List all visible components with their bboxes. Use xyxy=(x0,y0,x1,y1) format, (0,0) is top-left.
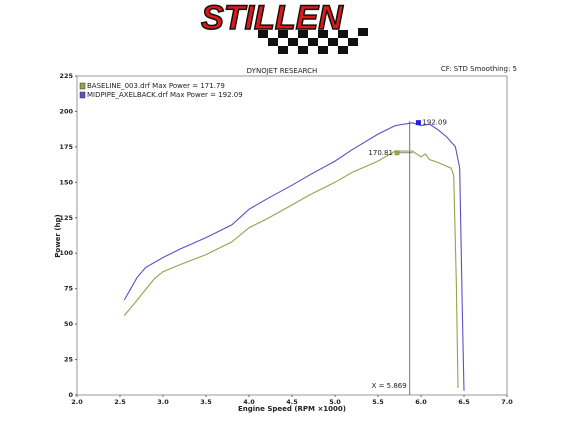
y-tick-label: 25 xyxy=(64,356,74,364)
logo-text: STILLEN xyxy=(201,0,344,37)
y-tick-label: 225 xyxy=(59,72,73,80)
power-line xyxy=(123,150,459,388)
x-tick-label: 4.0 xyxy=(243,398,255,406)
legend-swatch xyxy=(79,82,86,90)
y-tick-label: 150 xyxy=(59,178,73,186)
x-tick-label: 5.5 xyxy=(372,398,384,406)
peak-label: 170.81 xyxy=(368,149,393,157)
y-tick-label: 175 xyxy=(59,143,73,151)
y-axis-label: Power (hp) xyxy=(54,214,62,257)
peak-marker xyxy=(415,120,421,126)
y-tick-label: 50 xyxy=(64,320,74,328)
y-tick-label: 125 xyxy=(59,214,73,222)
checkered-flag xyxy=(258,28,368,54)
x-axis-label: Engine Speed (RPM ×1000) xyxy=(238,405,346,413)
y-tick-label: 75 xyxy=(64,285,74,293)
x-tick-label: 3.0 xyxy=(157,398,169,406)
power-line xyxy=(123,122,465,391)
peak-marker xyxy=(394,150,400,156)
chart-title: DYNOJET RESEARCH xyxy=(247,67,318,75)
x-tick-label: 5.0 xyxy=(329,398,341,406)
x-tick-label: 3.5 xyxy=(200,398,212,406)
legend-swatch xyxy=(79,91,86,99)
cursor-label: X = 5.869 xyxy=(372,382,407,390)
y-tick-label: 200 xyxy=(59,107,73,115)
plot-frame xyxy=(76,75,508,396)
peak-label: 192.09 xyxy=(422,119,447,127)
logo: STILLEN xyxy=(200,0,368,54)
x-tick-label: 4.5 xyxy=(286,398,298,406)
x-tick-label: 2.5 xyxy=(114,398,126,406)
legend-entry: BASELINE_003.drf Max Power = 171.79 xyxy=(87,82,225,90)
x-tick-label: 6.0 xyxy=(415,398,427,406)
x-tick-label: 2.0 xyxy=(71,398,83,406)
y-tick-label: 0 xyxy=(68,391,73,399)
x-tick-label: 6.5 xyxy=(458,398,470,406)
chart-subtitle: CF: STD Smoothing: 5 xyxy=(441,65,517,73)
legend-entry: MIDPIPE_AXELBACK.drf Max Power = 192.09 xyxy=(87,91,243,99)
x-tick-label: 7.0 xyxy=(501,398,513,406)
y-tick-label: 100 xyxy=(59,249,73,257)
